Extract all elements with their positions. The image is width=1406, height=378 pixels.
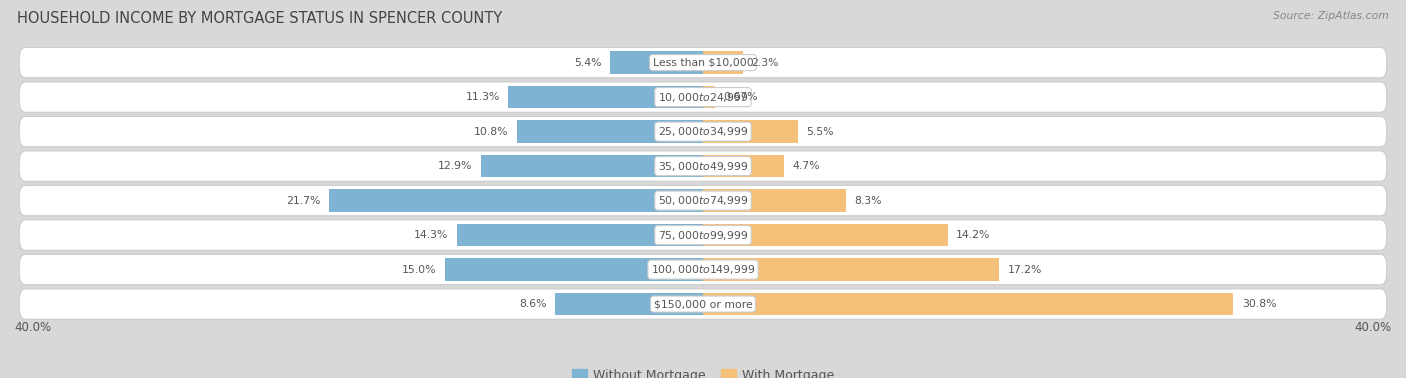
Text: 12.9%: 12.9% <box>437 161 472 171</box>
Bar <box>703 258 1000 281</box>
Text: Source: ZipAtlas.com: Source: ZipAtlas.com <box>1274 11 1389 21</box>
Bar <box>610 51 703 74</box>
Text: 8.6%: 8.6% <box>519 299 547 309</box>
Text: $10,000 to $24,999: $10,000 to $24,999 <box>658 91 748 104</box>
Bar <box>703 293 1233 315</box>
Text: Less than $10,000: Less than $10,000 <box>652 57 754 68</box>
Bar <box>703 155 785 177</box>
Text: 14.2%: 14.2% <box>956 230 991 240</box>
Text: $35,000 to $49,999: $35,000 to $49,999 <box>658 160 748 173</box>
Text: $75,000 to $99,999: $75,000 to $99,999 <box>658 229 748 242</box>
FancyBboxPatch shape <box>20 220 1386 250</box>
Bar <box>444 258 703 281</box>
Text: 5.5%: 5.5% <box>807 127 834 136</box>
FancyBboxPatch shape <box>20 254 1386 285</box>
Bar <box>703 120 797 143</box>
Bar <box>703 189 846 212</box>
Text: 0.67%: 0.67% <box>723 92 758 102</box>
FancyBboxPatch shape <box>20 151 1386 181</box>
FancyBboxPatch shape <box>20 185 1386 216</box>
Text: 40.0%: 40.0% <box>1355 321 1392 334</box>
FancyBboxPatch shape <box>20 47 1386 78</box>
Text: $150,000 or more: $150,000 or more <box>654 299 752 309</box>
Text: 30.8%: 30.8% <box>1241 299 1277 309</box>
Text: 40.0%: 40.0% <box>14 321 51 334</box>
Text: 5.4%: 5.4% <box>574 57 602 68</box>
FancyBboxPatch shape <box>20 116 1386 147</box>
Bar <box>509 86 703 108</box>
Text: 10.8%: 10.8% <box>474 127 509 136</box>
Text: $100,000 to $149,999: $100,000 to $149,999 <box>651 263 755 276</box>
Text: HOUSEHOLD INCOME BY MORTGAGE STATUS IN SPENCER COUNTY: HOUSEHOLD INCOME BY MORTGAGE STATUS IN S… <box>17 11 502 26</box>
Text: 8.3%: 8.3% <box>855 195 882 206</box>
Bar <box>457 224 703 246</box>
Bar <box>555 293 703 315</box>
Text: $25,000 to $34,999: $25,000 to $34,999 <box>658 125 748 138</box>
Text: 4.7%: 4.7% <box>793 161 820 171</box>
Text: 17.2%: 17.2% <box>1008 265 1042 274</box>
Bar <box>703 51 742 74</box>
Text: $50,000 to $74,999: $50,000 to $74,999 <box>658 194 748 207</box>
Legend: Without Mortgage, With Mortgage: Without Mortgage, With Mortgage <box>567 364 839 378</box>
FancyBboxPatch shape <box>20 289 1386 319</box>
FancyBboxPatch shape <box>20 82 1386 112</box>
Bar <box>703 224 948 246</box>
Text: 21.7%: 21.7% <box>287 195 321 206</box>
Text: 15.0%: 15.0% <box>402 265 436 274</box>
Bar <box>517 120 703 143</box>
Text: 14.3%: 14.3% <box>413 230 449 240</box>
Bar <box>481 155 703 177</box>
Bar <box>703 86 714 108</box>
Text: 2.3%: 2.3% <box>751 57 779 68</box>
Text: 11.3%: 11.3% <box>465 92 499 102</box>
Bar <box>329 189 703 212</box>
